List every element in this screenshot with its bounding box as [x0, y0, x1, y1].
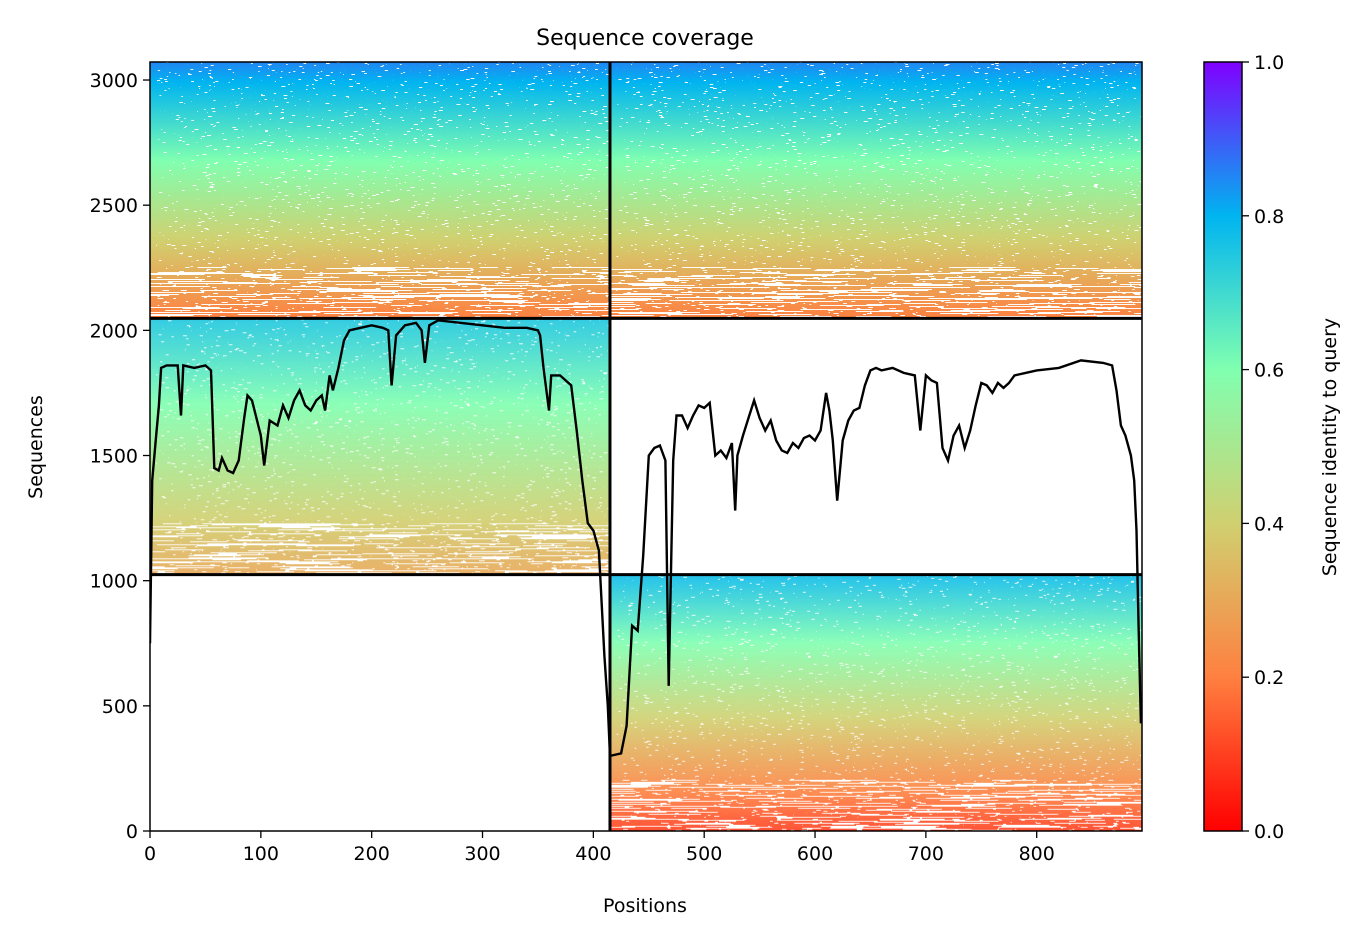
y-tick-label: 500: [102, 696, 138, 718]
y-axis: 0 500 1000 1500 2000 2500 3000: [90, 70, 150, 843]
x-tick-label: 200: [354, 843, 390, 865]
colorbar-tick-label: 0.8: [1254, 206, 1284, 228]
x-tick-label: 400: [575, 843, 611, 865]
alignment-block: [150, 62, 610, 319]
x-axis-label: Positions: [603, 895, 687, 917]
x-tick-label: 600: [797, 843, 833, 865]
y-tick-label: 2500: [90, 195, 138, 217]
alignment-block: [610, 574, 1142, 831]
plot-frame: [149, 61, 1143, 832]
y-tick-label: 0: [126, 821, 138, 843]
x-tick-label: 300: [464, 843, 500, 865]
colorbar-tick-label: 0.2: [1254, 667, 1284, 689]
block-boundaries: [150, 62, 1142, 831]
colorbar-tick-label: 0.0: [1254, 821, 1284, 843]
y-tick-label: 1500: [90, 446, 138, 468]
x-tick-label: 800: [1019, 843, 1055, 865]
x-tick-label: 100: [243, 843, 279, 865]
alignment-blocks: [150, 62, 1142, 831]
colorbar-gradient: [1203, 61, 1243, 832]
colorbar-ticks: 0.0 0.2 0.4 0.6 0.8 1.0: [1242, 52, 1284, 843]
colorbar: 0.0 0.2 0.4 0.6 0.8 1.0: [1203, 52, 1284, 843]
x-axis: 0 100 200 300 400 500 600 700 800: [144, 831, 1055, 865]
colorbar-tick-label: 1.0: [1254, 52, 1284, 74]
alignment-block: [150, 318, 610, 575]
y-tick-label: 3000: [90, 70, 138, 92]
x-tick-label: 700: [908, 843, 944, 865]
y-tick-label: 1000: [90, 571, 138, 593]
colorbar-tick-label: 0.4: [1254, 513, 1284, 535]
plot-area: [150, 62, 1142, 831]
chart-title: Sequence coverage: [536, 26, 754, 51]
y-tick-label: 2000: [90, 320, 138, 342]
x-tick-label: 0: [144, 843, 156, 865]
coverage-line: [150, 319, 1142, 758]
y-axis-label: Sequences: [25, 395, 47, 499]
x-tick-label: 500: [686, 843, 722, 865]
alignment-block: [610, 62, 1142, 319]
colorbar-tick-label: 0.6: [1254, 360, 1284, 382]
colorbar-label: Sequence identity to query: [1319, 318, 1341, 576]
